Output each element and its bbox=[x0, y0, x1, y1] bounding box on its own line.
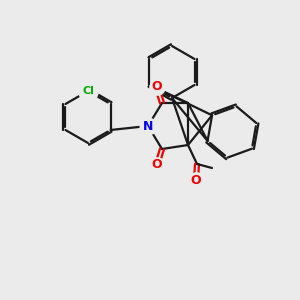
Text: N: N bbox=[143, 119, 153, 133]
Text: O: O bbox=[152, 158, 162, 172]
Text: O: O bbox=[191, 173, 201, 187]
Text: Cl: Cl bbox=[82, 86, 94, 96]
Text: O: O bbox=[152, 80, 162, 94]
